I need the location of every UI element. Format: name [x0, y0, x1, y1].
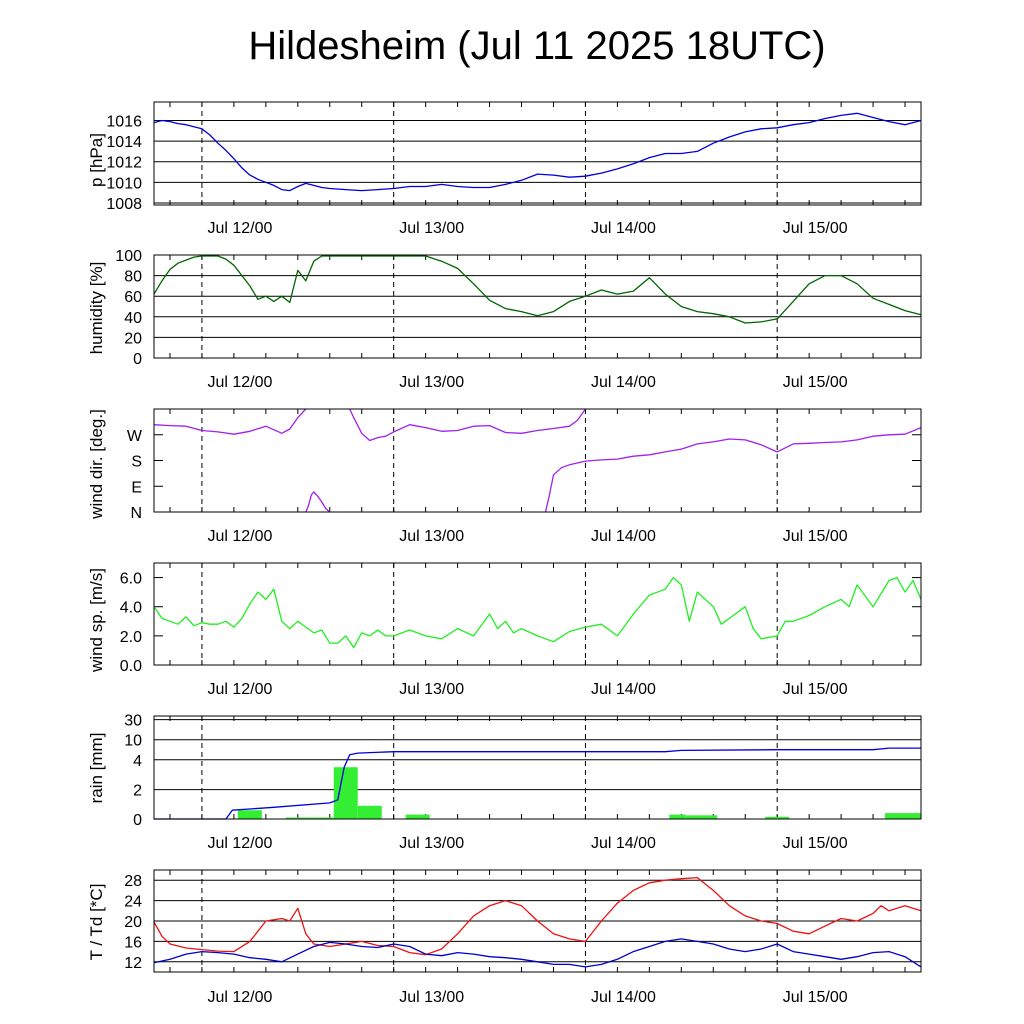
y-tick-label: 40 [124, 310, 142, 327]
x-tick-label: Jul 15/00 [783, 528, 848, 545]
x-tick-label: Jul 12/00 [207, 528, 272, 545]
x-tick-label: Jul 15/00 [783, 220, 848, 237]
x-tick-label: Jul 13/00 [399, 989, 464, 1006]
panel-pressure: 1008 1010 1012 1014 1016 Jul 12/00 Jul 13/00 Ju… [87, 101, 922, 237]
x-tick-label: Jul 14/00 [591, 220, 656, 237]
x-tick-label: Jul 12/00 [207, 835, 272, 852]
y-tick-label: 2.0 [120, 629, 142, 646]
x-tick-label: Jul 15/00 [783, 681, 848, 698]
x-tick-label: Jul 14/00 [591, 989, 656, 1006]
x-tick-label: Jul 14/00 [591, 374, 656, 391]
rain-series-line [154, 747, 921, 820]
y-tick-label: 10 [124, 733, 142, 750]
panel-frame [153, 562, 922, 666]
x-tick-label: Jul 14/00 [591, 835, 656, 852]
temperature-series-line [153, 876, 922, 956]
y-tick-label: 1014 [106, 134, 142, 151]
y-tick-label: 80 [124, 269, 142, 286]
x-tick-label: Jul 12/00 [207, 374, 272, 391]
x-tick-label: Jul 12/00 [207, 989, 272, 1006]
y-tick-label: E [131, 479, 142, 496]
panel-temperature: 12 16 20 24 28 Jul 12/00 Jul 13/00 Jul 14/00 Jul… [87, 869, 922, 1006]
x-tick-label: Jul 15/00 [783, 835, 848, 852]
panel-rain: 0 2 4 10 30 Jul 12/00 Jul 13/00 Jul 14/00 Jul 15… [87, 713, 922, 852]
y-tick-label: 28 [124, 873, 142, 890]
panel-frame [153, 254, 922, 359]
y-tick-label: N [130, 505, 142, 522]
y-tick-label: 20 [124, 914, 142, 931]
pressure-series-line [153, 112, 922, 192]
y-tick-label: 0 [133, 351, 142, 368]
rain-bar [237, 810, 262, 819]
y-tick-label: 16 [124, 934, 142, 951]
y-axis-label: rain [mm] [87, 733, 106, 804]
panel-frame [153, 869, 922, 973]
x-tick-label: Jul 12/00 [207, 681, 272, 698]
rain-bar [405, 814, 430, 819]
y-axis-label: wind dir. [deg.] [87, 409, 106, 520]
wind_direction-series-line [153, 408, 307, 435]
y-tick-label: 1012 [106, 155, 142, 172]
y-tick-label: 24 [124, 894, 142, 911]
y-tick-label: 4 [133, 753, 142, 770]
y-tick-label: 6.0 [120, 571, 142, 588]
y-tick-label: 1008 [106, 196, 142, 213]
wind_speed-series-line [153, 576, 922, 649]
y-tick-label: W [127, 428, 143, 445]
x-tick-label: Jul 13/00 [399, 374, 464, 391]
humidity-series-line [153, 255, 922, 324]
wind_direction-series-line [349, 408, 586, 442]
y-axis-label: humidity [%] [87, 262, 106, 355]
wind_direction-series-line [544, 426, 922, 513]
y-tick-label: 20 [124, 330, 142, 347]
temperature-series-line [153, 938, 922, 968]
x-tick-label: Jul 14/00 [591, 681, 656, 698]
chart-title: Hildesheim (Jul 11 2025 18UTC) [248, 24, 826, 68]
rain-bar [885, 813, 921, 819]
panel-frame [153, 408, 922, 513]
x-tick-label: Jul 13/00 [399, 220, 464, 237]
y-tick-label: 60 [124, 289, 142, 306]
panel-frame [153, 715, 922, 820]
x-tick-label: Jul 13/00 [399, 681, 464, 698]
y-tick-label: 100 [115, 248, 142, 265]
y-tick-label: 1016 [106, 114, 142, 131]
y-axis-label: wind sp. [m/s] [87, 568, 106, 673]
rain-bar [357, 805, 382, 819]
y-tick-label: 4.0 [120, 600, 142, 617]
x-tick-label: Jul 13/00 [399, 528, 464, 545]
x-tick-label: Jul 15/00 [783, 374, 848, 391]
y-tick-label: 12 [124, 955, 142, 972]
rain-bar [685, 815, 718, 819]
y-tick-label: 30 [124, 713, 142, 730]
panel-humidity: 0 20 40 60 80 100 Jul 12/00 Jul 13/00 Jul 14/00 J… [87, 248, 922, 391]
y-tick-label: 0.0 [120, 658, 142, 675]
y-tick-label: 2 [133, 783, 142, 800]
x-tick-label: Jul 14/00 [591, 528, 656, 545]
y-tick-label: S [131, 454, 142, 471]
rain-bar [285, 817, 334, 819]
y-axis-label: p [hPa] [87, 133, 106, 187]
panel-frame [153, 101, 922, 206]
y-tick-label: 1010 [106, 175, 142, 192]
x-tick-label: Jul 12/00 [207, 220, 272, 237]
rain-bar [765, 816, 790, 819]
y-axis-label: T / Td [*C] [87, 884, 106, 961]
panel-wind_speed: 0.0 2.0 4.0 6.0 Jul 12/00 Jul 13/00 Jul 14/00 J… [87, 562, 922, 698]
x-tick-label: Jul 15/00 [783, 989, 848, 1006]
wind_direction-series-line [305, 491, 331, 513]
x-tick-label: Jul 13/00 [399, 835, 464, 852]
rain-bar [333, 767, 358, 819]
y-tick-label: 0 [133, 812, 142, 829]
rain-bar [669, 814, 686, 819]
